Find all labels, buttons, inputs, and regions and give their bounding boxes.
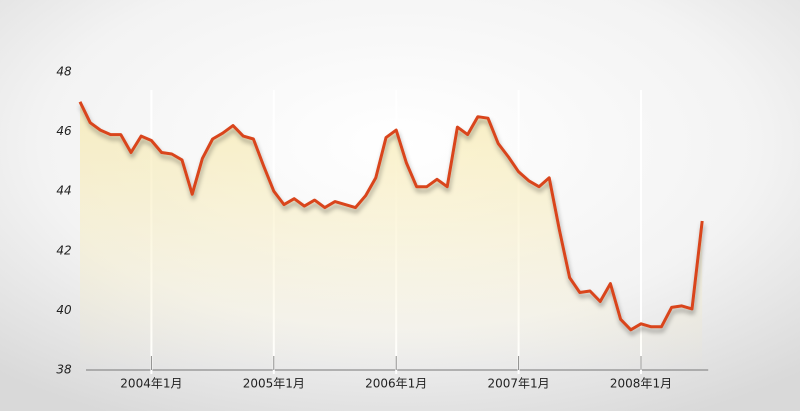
y-tick-label: 42 bbox=[56, 243, 71, 257]
y-tick-label: 48 bbox=[56, 65, 72, 79]
x-tick-label: 2004年1月 bbox=[120, 377, 182, 391]
x-tick-label: 2006年1月 bbox=[365, 377, 427, 391]
x-tick-label: 2007年1月 bbox=[488, 377, 550, 391]
x-tick-label: 2005年1月 bbox=[243, 377, 305, 391]
y-tick-label: 40 bbox=[56, 303, 72, 317]
y-tick-label: 44 bbox=[56, 184, 71, 198]
y-tick-label: 46 bbox=[56, 124, 72, 138]
line bbox=[78, 101, 704, 332]
y-tick-label: 38 bbox=[56, 363, 72, 377]
x-tick-label: 2008年1月 bbox=[610, 377, 672, 391]
area-glow bbox=[80, 101, 703, 371]
